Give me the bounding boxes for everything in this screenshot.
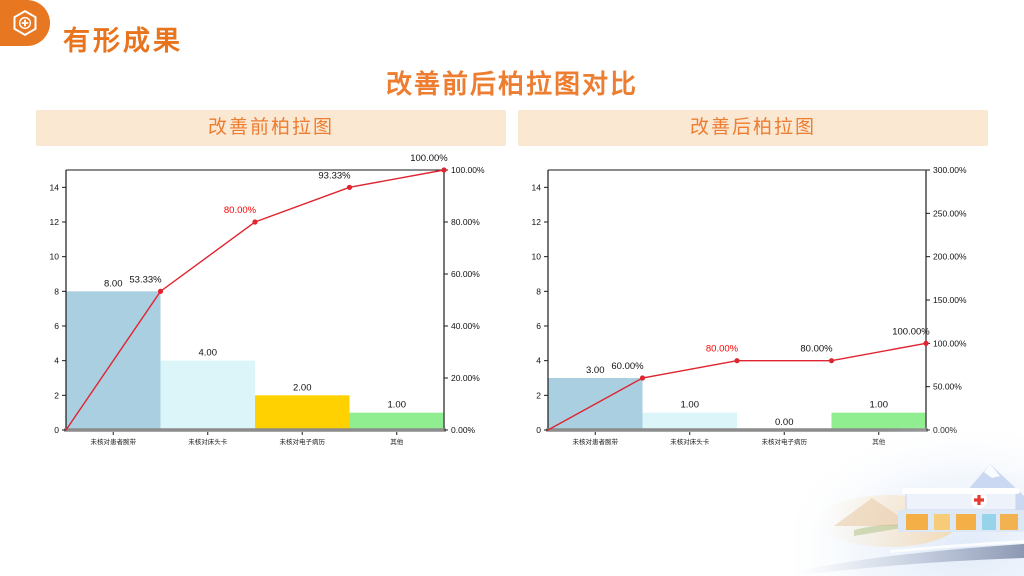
bar-value-label: 4.00: [199, 348, 218, 359]
left-axis-tick-label: 14: [532, 182, 542, 192]
right-axis-tick-label: 150.00%: [933, 295, 967, 305]
cumulative-label: 53.33%: [129, 274, 162, 285]
right-axis-tick-label: 40.00%: [451, 321, 480, 331]
cumulative-point: [923, 340, 929, 346]
building-roof: [902, 488, 1020, 494]
left-axis-tick-label: 6: [536, 321, 541, 331]
lit-window: [906, 514, 928, 530]
right-axis-tick-label: 20.00%: [451, 373, 480, 383]
pareto-bar: [255, 395, 350, 430]
cumulative-label-highlight: 80.00%: [706, 344, 739, 355]
section-title: 有形成果: [63, 26, 183, 56]
left-axis-tick-label: 4: [54, 356, 59, 366]
cumulative-point: [441, 167, 447, 173]
left-axis-tick-label: 10: [532, 252, 542, 262]
far-hill: [834, 498, 914, 526]
right-axis-tick-label: 200.00%: [933, 252, 967, 262]
x-axis-category-label: 未核对患者腕带: [573, 437, 619, 446]
cumulative-point: [828, 358, 835, 364]
bar-value-label: 1.00: [388, 400, 407, 411]
bar-value-label: 3.00: [586, 365, 605, 376]
x-axis-category-label: 未核对患者腕带: [91, 437, 137, 446]
right-axis-tick-label: 100.00%: [451, 165, 485, 175]
x-axis-category-label: 未核对电子病历: [280, 437, 326, 446]
hexagon-cross-icon: [13, 9, 37, 37]
pareto-chart-after: 024681012140.00%50.00%100.00%150.00%200.…: [532, 165, 967, 446]
cumulative-label: 80.00%: [800, 344, 833, 355]
page-title: 改善前后柏拉图对比: [385, 69, 638, 99]
left-axis-tick-label: 0: [54, 425, 59, 435]
x-axis-category-label: 未核对床头卡: [188, 437, 228, 446]
building-upper-floor: [905, 491, 1017, 511]
cumulative-point: [157, 288, 164, 294]
red-cross-icon: [974, 495, 984, 505]
mountain-snow-cap: [984, 464, 1000, 478]
bar-value-label: 8.00: [104, 278, 123, 289]
right-axis-tick-label: 0.00%: [451, 425, 476, 435]
window: [982, 514, 996, 530]
bar-value-label: 0.00: [775, 417, 794, 428]
panel-header-before: 改善前柏拉图: [36, 110, 506, 146]
bar-value-label: 1.00: [870, 400, 889, 411]
brand-badge: [0, 0, 50, 46]
x-axis-category-label: 未核对电子病历: [762, 437, 808, 446]
right-axis-tick-label: 250.00%: [933, 208, 967, 218]
cumulative-point: [346, 184, 353, 190]
road: [794, 544, 1024, 576]
bar-value-label: 1.00: [681, 400, 700, 411]
lit-window: [956, 514, 976, 530]
right-axis-tick-label: 80.00%: [451, 217, 480, 227]
lit-window: [934, 514, 950, 530]
x-axis-category-label: 未核对床头卡: [670, 437, 710, 446]
left-axis-tick-label: 12: [532, 217, 542, 227]
left-axis-tick-label: 6: [54, 321, 59, 331]
road-highlight: [890, 540, 1024, 553]
pareto-bar: [642, 412, 737, 430]
lit-window: [1000, 514, 1018, 530]
left-axis-tick-label: 14: [50, 182, 60, 192]
cumulative-label: 93.33%: [318, 170, 351, 181]
bar-value-label: 2.00: [293, 382, 312, 393]
left-axis-tick-label: 2: [536, 390, 541, 400]
panel-header-after: 改善后柏拉图: [518, 110, 988, 146]
right-axis-tick-label: 50.00%: [933, 382, 962, 392]
pareto-chart-before: 0 2 4 6 8 10 12 14 0.00% 20.00% 40.00% 60.00% 80.00%…: [50, 153, 485, 446]
x-axis-category-label: 其他: [390, 437, 404, 446]
cumulative-label-highlight: 80.00%: [224, 205, 257, 216]
left-axis-tick-label: 12: [50, 217, 60, 227]
right-axis-tick-label: 60.00%: [451, 269, 480, 279]
hospital-illustration: [794, 426, 1024, 576]
cumulative-point: [252, 219, 258, 225]
cumulative-point: [639, 375, 646, 381]
left-axis-tick-label: 8: [54, 286, 59, 296]
left-axis-tick-label: 4: [536, 356, 541, 366]
cumulative-label: 100.00%: [892, 326, 930, 337]
cumulative-label: 100.00%: [410, 153, 448, 164]
right-axis-tick-label: 300.00%: [933, 165, 967, 175]
pareto-bar: [831, 412, 926, 430]
pareto-bar: [349, 412, 444, 430]
left-axis-tick-label: 2: [54, 390, 59, 400]
left-axis-tick-label: 10: [50, 252, 60, 262]
pareto-bar: [160, 360, 255, 430]
left-axis-tick-label: 8: [536, 286, 541, 296]
cumulative-point: [734, 358, 740, 364]
left-axis-tick-label: 0: [536, 425, 541, 435]
right-axis-tick-label: 100.00%: [933, 338, 967, 348]
cumulative-label: 60.00%: [611, 361, 644, 372]
